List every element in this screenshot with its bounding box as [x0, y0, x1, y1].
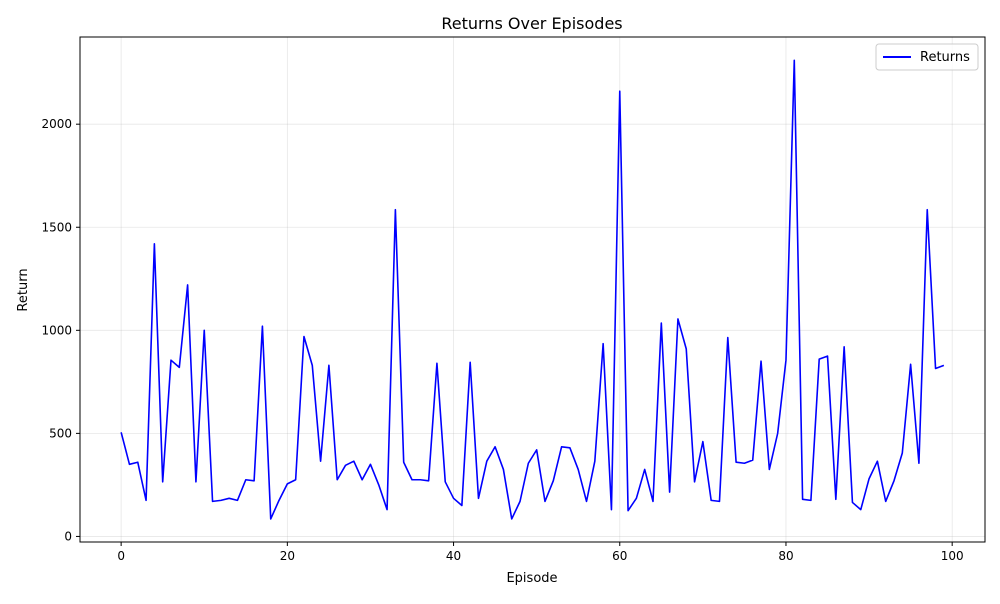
- x-axis-ticks: 0 20 40 60 80 100: [117, 542, 964, 563]
- legend-label: Returns: [920, 50, 970, 65]
- x-tick-label: 60: [612, 549, 627, 563]
- y-tick-label: 0: [64, 529, 72, 543]
- grid: [80, 37, 985, 542]
- x-tick-label: 40: [446, 549, 461, 563]
- y-tick-label: 1500: [41, 220, 72, 234]
- y-axis-label: Return: [16, 268, 31, 311]
- y-tick-label: 500: [49, 426, 72, 440]
- x-tick-label: 100: [941, 549, 964, 563]
- x-tick-label: 80: [778, 549, 793, 563]
- plot-frame: [79, 36, 986, 543]
- chart-title: Returns Over Episodes: [441, 14, 622, 33]
- x-axis-label: Episode: [506, 571, 557, 586]
- y-axis-ticks: 0 500 1000 1500 2000: [41, 117, 80, 543]
- y-tick-label: 1000: [41, 323, 72, 337]
- x-tick-label: 20: [280, 549, 295, 563]
- series-layer: [120, 59, 945, 520]
- returns-series-line: [120, 59, 945, 520]
- x-tick-label: 0: [117, 549, 125, 563]
- y-tick-label: 2000: [41, 117, 72, 131]
- legend: Returns: [875, 43, 979, 71]
- legend-box: [875, 43, 979, 71]
